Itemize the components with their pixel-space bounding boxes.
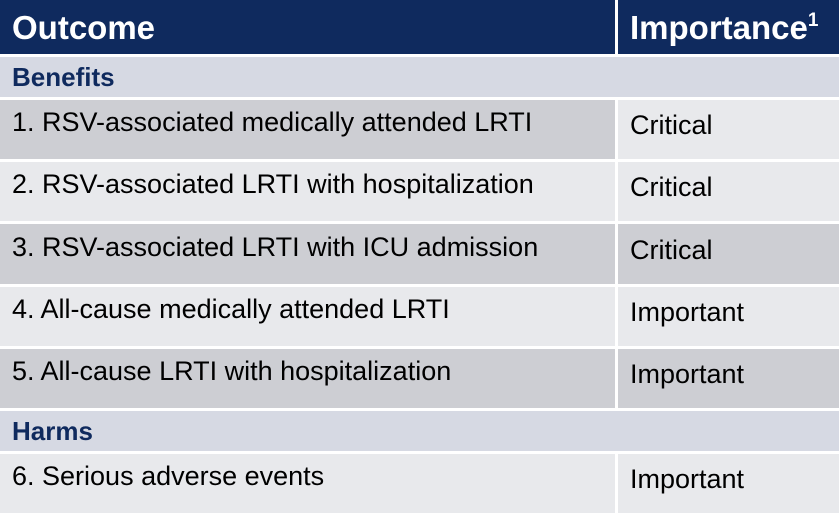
header-importance-label: Importance [630, 9, 808, 46]
importance-cell: Important [618, 349, 839, 411]
outcome-cell: 3. RSV-associated LRTI with ICU admissio… [0, 224, 618, 287]
table-row: 1. RSV-associated medically attended LRT… [0, 100, 839, 162]
importance-footnote-marker: 1 [807, 10, 819, 31]
table-header-row: Outcome Importance1 [0, 0, 839, 57]
outcome-cell: 5. All-cause LRTI with hospitalization [0, 349, 618, 411]
table-row: 4. All-cause medically attended LRTI Imp… [0, 287, 839, 349]
importance-cell: Critical [618, 162, 839, 224]
importance-cell: Critical [618, 100, 839, 162]
section-row-benefits: Benefits [0, 57, 839, 100]
table-row: 6. Serious adverse events Important [0, 454, 839, 516]
outcome-cell: 6. Serious adverse events [0, 454, 618, 516]
section-row-harms: Harms [0, 411, 839, 454]
outcome-cell: 4. All-cause medically attended LRTI [0, 287, 618, 349]
header-outcome-label: Outcome [12, 9, 156, 46]
outcome-cell: 1. RSV-associated medically attended LRT… [0, 100, 618, 162]
table-row: 5. All-cause LRTI with hospitalization I… [0, 349, 839, 411]
section-title: Benefits [0, 57, 839, 100]
importance-cell: Critical [618, 224, 839, 287]
importance-cell: Important [618, 454, 839, 516]
header-importance: Importance1 [618, 0, 839, 57]
section-title: Harms [0, 411, 839, 454]
header-outcome: Outcome [0, 0, 618, 57]
table-row: 2. RSV-associated LRTI with hospitalizat… [0, 162, 839, 224]
importance-cell: Important [618, 287, 839, 349]
outcome-cell: 2. RSV-associated LRTI with hospitalizat… [0, 162, 618, 224]
table-row: 3. RSV-associated LRTI with ICU admissio… [0, 224, 839, 287]
